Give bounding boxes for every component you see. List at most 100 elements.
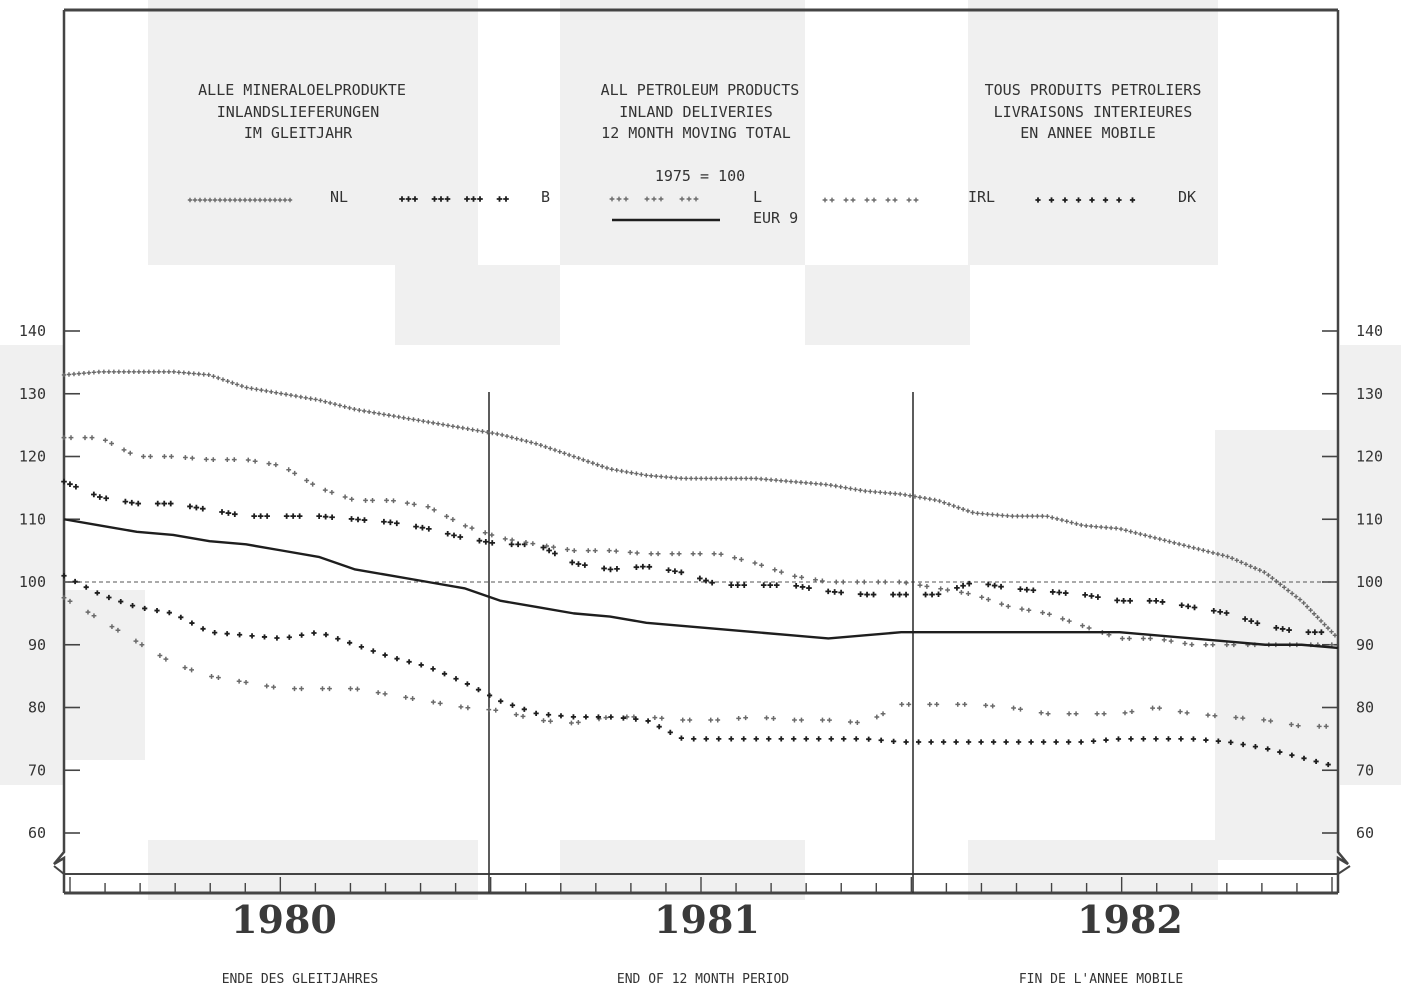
series-marker (1015, 513, 1020, 519)
series-marker (767, 582, 774, 588)
legend-plus (444, 196, 451, 202)
legend-plus (267, 197, 273, 203)
y-tick-label-left: 90 (28, 636, 46, 654)
series-marker (927, 701, 933, 707)
legend-plus (913, 197, 919, 203)
series-marker (1323, 723, 1329, 729)
series-marker (975, 511, 980, 516)
series-marker (934, 701, 940, 707)
legend-label-l: L (753, 188, 762, 206)
legend-plus (1048, 197, 1055, 203)
y-tick-label-right: 60 (1356, 824, 1374, 842)
series-marker (1018, 706, 1023, 712)
series-marker (355, 516, 361, 523)
series-marker (182, 665, 188, 671)
series-marker (210, 457, 216, 463)
series-marker (1257, 568, 1262, 573)
y-tick-label-left: 60 (28, 824, 46, 842)
series-marker (1040, 610, 1046, 616)
series-marker (562, 451, 567, 456)
series-marker (72, 578, 78, 585)
y-axis-labels-right: 60 70 80 90 100 110 120 130 140 (1356, 322, 1383, 842)
series-marker (614, 566, 620, 572)
legend-plus (829, 197, 835, 203)
series-marker (965, 508, 971, 514)
series-marker (1239, 560, 1244, 565)
series-marker (1084, 523, 1089, 528)
legend-label-irl: IRL (968, 188, 995, 206)
series-marker (418, 662, 424, 668)
series-marker (1261, 717, 1267, 723)
series-marker (1122, 710, 1128, 716)
series-marker (1038, 710, 1044, 716)
series-marker (1118, 526, 1124, 532)
series-marker (171, 369, 177, 375)
series-marker (1138, 531, 1143, 537)
series-marker (1285, 588, 1291, 593)
series-marker (880, 711, 886, 717)
series-marker (1162, 538, 1167, 543)
series-marker (245, 457, 251, 463)
series-marker (864, 591, 870, 598)
series-nl (61, 369, 1338, 638)
series-marker (1176, 541, 1182, 547)
tint-block (560, 840, 805, 900)
series-marker (753, 736, 759, 742)
series-marker (970, 510, 975, 515)
series-marker (337, 403, 343, 408)
series-marker (917, 495, 923, 500)
series-marker (349, 496, 355, 502)
series-marker (236, 632, 243, 638)
series-marker (126, 369, 132, 374)
legend-plus (207, 197, 213, 203)
series-marker (361, 517, 368, 523)
series-marker (1215, 551, 1221, 557)
series-marker (231, 457, 237, 463)
series-marker (234, 382, 240, 387)
series-marker (199, 505, 206, 512)
series-marker (875, 579, 881, 585)
series-marker (310, 481, 316, 487)
series-marker (592, 548, 598, 554)
series-marker (788, 479, 794, 484)
series-marker (965, 739, 972, 745)
series-marker (342, 494, 348, 500)
series-marker (239, 383, 245, 389)
series-marker (663, 474, 669, 480)
series-marker (585, 548, 591, 554)
legend-plus (438, 196, 444, 202)
series-marker (566, 452, 572, 458)
series-marker (94, 590, 100, 596)
legend: NL B L IRL DK EUR 9 (187, 188, 1196, 227)
series-marker (929, 591, 935, 598)
series-marker (515, 541, 521, 548)
series-marker (106, 369, 112, 374)
series-marker (273, 390, 279, 395)
series-marker (1203, 737, 1209, 743)
series-marker (259, 387, 264, 393)
series-marker (86, 370, 92, 375)
series-marker (825, 588, 831, 595)
series-marker (504, 433, 510, 439)
series-marker (601, 565, 607, 572)
series-marker (773, 478, 779, 483)
series-marker (938, 586, 944, 592)
series-marker (1215, 738, 1221, 744)
series-marker (131, 369, 137, 374)
series-marker (1147, 534, 1153, 539)
series-marker (316, 513, 322, 519)
series-marker (292, 686, 297, 692)
series-marker (1304, 604, 1310, 609)
series-marker (861, 579, 867, 585)
series-marker (1115, 736, 1122, 742)
y-tick-label-right: 110 (1356, 510, 1383, 528)
series-marker (1073, 711, 1079, 717)
series-marker (946, 502, 952, 507)
series-marker (1233, 715, 1239, 720)
series-marker (806, 585, 812, 591)
series-marker (1129, 709, 1135, 715)
series-marker (1019, 606, 1025, 612)
series-marker (558, 713, 564, 719)
series-marker (1288, 722, 1294, 727)
